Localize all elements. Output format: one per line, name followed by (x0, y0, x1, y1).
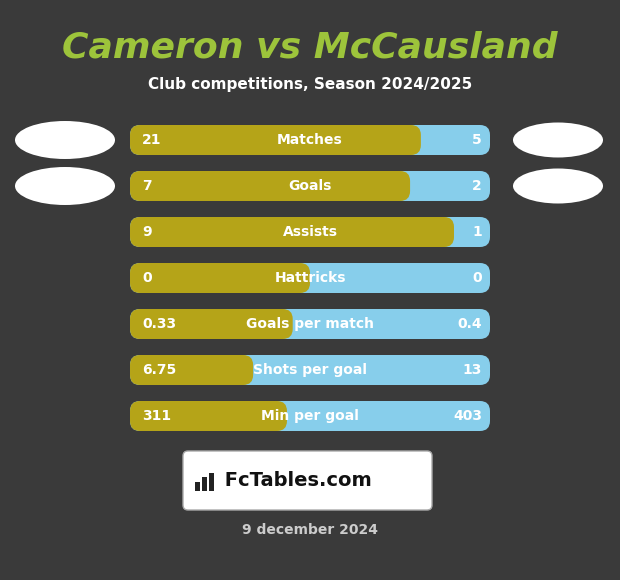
Text: 9: 9 (142, 225, 152, 239)
Text: Hattricks: Hattricks (274, 271, 346, 285)
Text: Matches: Matches (277, 133, 343, 147)
FancyBboxPatch shape (130, 171, 410, 201)
FancyBboxPatch shape (130, 263, 310, 293)
FancyBboxPatch shape (130, 355, 253, 385)
FancyBboxPatch shape (130, 125, 490, 155)
FancyBboxPatch shape (130, 171, 490, 201)
FancyBboxPatch shape (130, 217, 490, 247)
Text: 21: 21 (142, 133, 161, 147)
Text: 311: 311 (142, 409, 171, 423)
Text: Min per goal: Min per goal (261, 409, 359, 423)
Text: 7: 7 (142, 179, 152, 193)
Text: Club competitions, Season 2024/2025: Club competitions, Season 2024/2025 (148, 78, 472, 92)
Text: 0.33: 0.33 (142, 317, 176, 331)
Text: 0: 0 (142, 271, 152, 285)
FancyBboxPatch shape (130, 125, 421, 155)
Text: Assists: Assists (283, 225, 337, 239)
Text: 6.75: 6.75 (142, 363, 176, 377)
Text: Cameron vs McCausland: Cameron vs McCausland (62, 31, 558, 65)
Text: 2: 2 (472, 179, 482, 193)
Text: 9 december 2024: 9 december 2024 (242, 523, 378, 537)
Ellipse shape (513, 169, 603, 204)
FancyBboxPatch shape (130, 355, 490, 385)
FancyBboxPatch shape (130, 401, 490, 431)
Ellipse shape (513, 122, 603, 158)
Text: 0: 0 (472, 271, 482, 285)
FancyBboxPatch shape (130, 309, 293, 339)
Bar (209, 473, 214, 491)
Text: 1: 1 (472, 225, 482, 239)
Text: Shots per goal: Shots per goal (253, 363, 367, 377)
FancyBboxPatch shape (130, 263, 490, 293)
FancyBboxPatch shape (130, 217, 454, 247)
Bar (195, 481, 200, 491)
Text: Goals: Goals (288, 179, 332, 193)
FancyBboxPatch shape (183, 451, 432, 510)
Text: 5: 5 (472, 133, 482, 147)
Text: 0.4: 0.4 (458, 317, 482, 331)
FancyBboxPatch shape (130, 309, 490, 339)
Bar (202, 477, 207, 491)
Ellipse shape (15, 167, 115, 205)
FancyBboxPatch shape (130, 401, 287, 431)
Text: FcTables.com: FcTables.com (218, 471, 372, 490)
Text: Goals per match: Goals per match (246, 317, 374, 331)
Text: 403: 403 (453, 409, 482, 423)
Ellipse shape (15, 121, 115, 159)
Text: 13: 13 (463, 363, 482, 377)
